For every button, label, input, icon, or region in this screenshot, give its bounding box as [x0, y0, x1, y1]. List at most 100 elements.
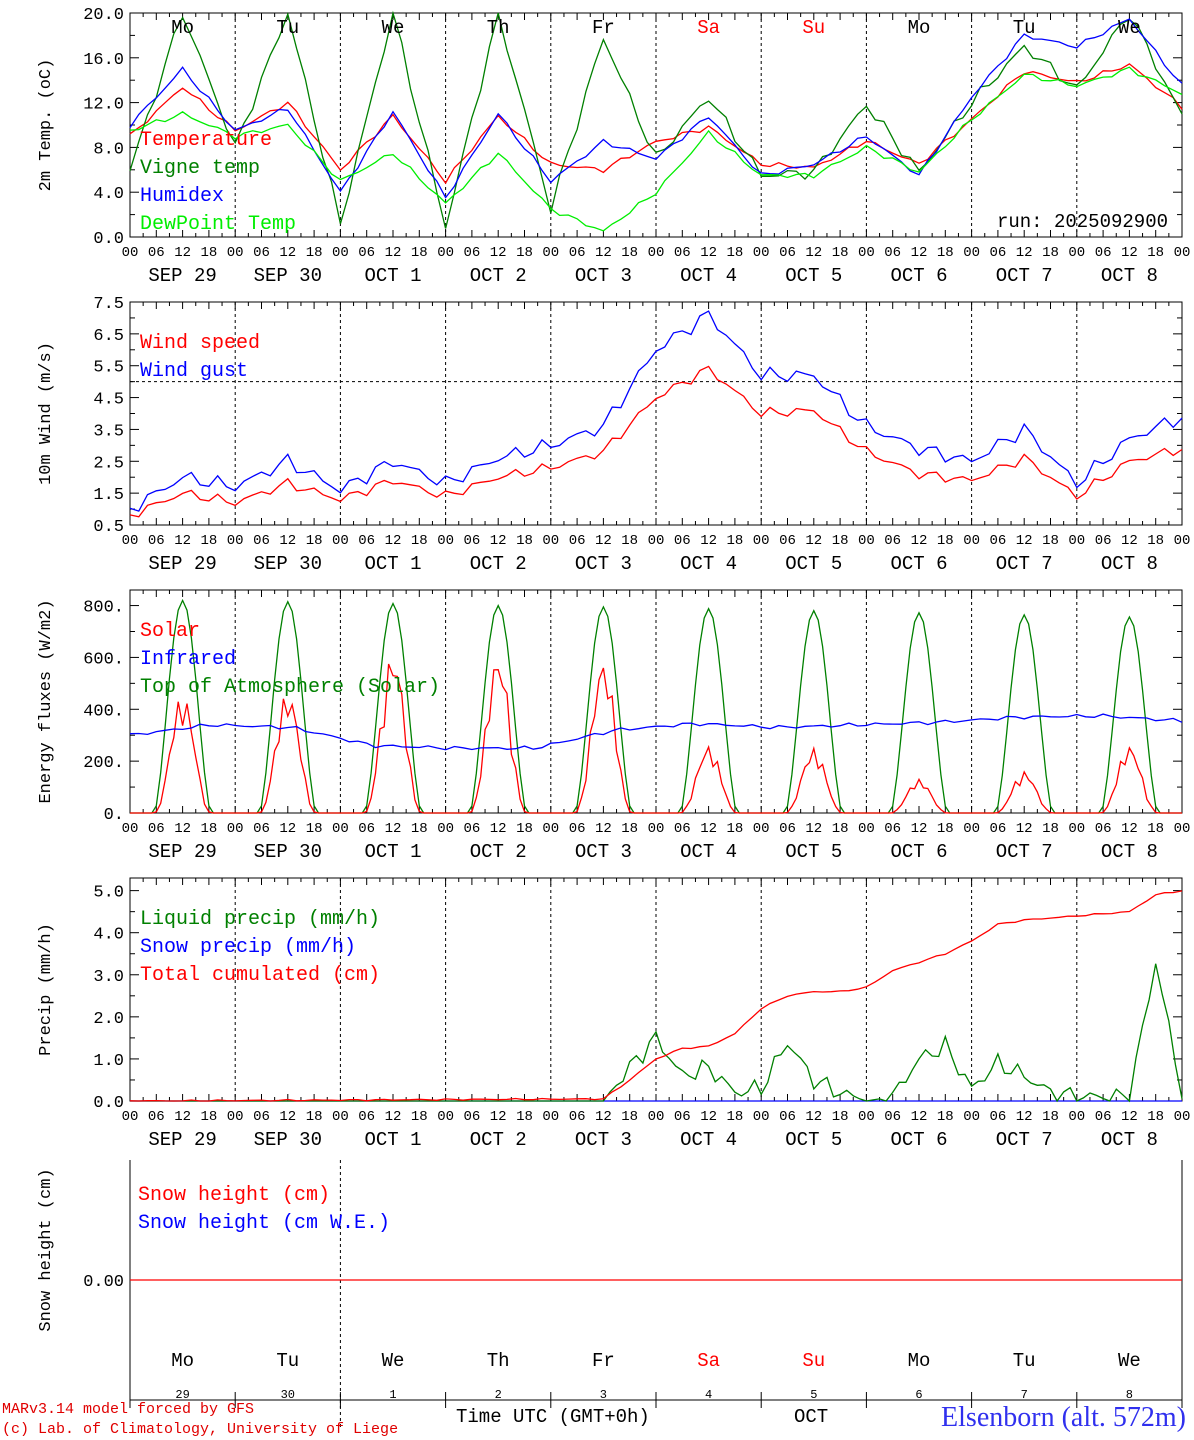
x-hour-label: 06	[779, 821, 796, 837]
bottom-day-label: Th	[487, 1350, 510, 1372]
x-hour-label: 06	[989, 245, 1006, 261]
date-label: OCT 8	[1101, 553, 1158, 575]
y-tick-label: 400.	[83, 702, 124, 721]
legend-vigne-temp: Vigne temp	[140, 157, 260, 180]
date-label: OCT 6	[890, 1129, 947, 1151]
x-hour-label: 12	[174, 1109, 191, 1125]
y-tick-label: 16.0	[83, 51, 124, 70]
y-tick-label: 2.0	[93, 1010, 124, 1029]
lab-credit: (c) Lab. of Climatology, University of L…	[2, 1421, 399, 1438]
date-label: SEP 29	[148, 553, 216, 575]
date-label: OCT 1	[364, 553, 421, 575]
x-hour-label: 18	[1042, 821, 1059, 837]
x-hour-label: 06	[463, 1109, 480, 1125]
bottom-day-number: 3	[600, 1388, 607, 1402]
y-tick-label: 1.0	[93, 1052, 124, 1071]
x-hour-label: 00	[542, 1109, 559, 1125]
date-label: OCT 8	[1101, 841, 1158, 863]
date-label: OCT 2	[470, 265, 527, 287]
date-label: OCT 6	[890, 553, 947, 575]
x-hour-label: 06	[1095, 533, 1112, 549]
x-hour-label: 06	[884, 533, 901, 549]
x-hour-label: 12	[911, 1109, 928, 1125]
x-hour-label: 18	[200, 821, 217, 837]
date-label: OCT 3	[575, 265, 632, 287]
x-hour-label: 18	[832, 821, 849, 837]
bottom-day-label: Sa	[697, 1350, 720, 1372]
y-tick-label: 2.5	[93, 454, 124, 473]
x-hour-label: 00	[1174, 533, 1191, 549]
series-total-cumulated	[129, 890, 1183, 1102]
x-hour-label: 06	[253, 533, 270, 549]
x-hour-label: 00	[858, 533, 875, 549]
x-hour-label: 00	[1068, 245, 1085, 261]
x-hour-label: 18	[516, 533, 533, 549]
bottom-day-number: 7	[1021, 1388, 1028, 1402]
x-hour-label: 06	[569, 1109, 586, 1125]
y-tick-label: 3.5	[93, 422, 124, 441]
energy-flux-panel: 0. 200. 400. 600. 800. Energy fluxes (W/m2) 00…	[37, 589, 1190, 863]
bottom-day-label: Tu	[276, 1350, 299, 1372]
x-hour-label: 00	[122, 821, 139, 837]
snow-height-panel: 0.00 Snow height (cm) Snow height (cm) Snow…	[37, 1160, 1183, 1430]
x-hour-label: 06	[148, 821, 165, 837]
y-tick-label: 5.0	[93, 884, 124, 903]
y-tick-label: 0.00	[83, 1273, 124, 1292]
series-solar	[130, 663, 1182, 814]
x-hour-label: 18	[1147, 245, 1164, 261]
x-hour-label: 06	[463, 821, 480, 837]
x-hour-label: 18	[621, 533, 638, 549]
y-axis-label: Precip (mm/h)	[37, 923, 56, 1056]
x-hour-label: 12	[385, 533, 402, 549]
y-tick-label: 4.0	[93, 185, 124, 204]
x-hour-label: 12	[595, 821, 612, 837]
legend-snow-height-cm-: Snow height (cm)	[138, 1184, 330, 1207]
x-hour-label: 00	[437, 533, 454, 549]
y-tick-label: 5.5	[93, 359, 124, 378]
date-label: OCT 3	[575, 1129, 632, 1151]
x-hour-label: 12	[805, 1109, 822, 1125]
x-hour-label: 00	[1174, 1109, 1191, 1125]
x-hour-label: 06	[569, 245, 586, 261]
date-label: OCT 8	[1101, 265, 1158, 287]
day-label: Fr	[592, 17, 615, 39]
y-tick-label: 200.	[83, 754, 124, 773]
x-hour-label: 12	[490, 1109, 507, 1125]
x-hour-label: 00	[227, 821, 244, 837]
x-hour-label: 06	[1095, 1109, 1112, 1125]
date-label: SEP 29	[148, 1129, 216, 1151]
bottom-day-label: Mo	[171, 1350, 194, 1372]
x-hour-label: 18	[726, 1109, 743, 1125]
y-tick-label: 20.0	[83, 6, 124, 25]
x-hour-label: 12	[174, 533, 191, 549]
bottom-day-label: Fr	[592, 1350, 615, 1372]
wind-panel: 0.5 1.5 2.5 3.5 4.5 5.5 6.5 7.5 10m Wind (m/s) 00…	[37, 295, 1190, 575]
x-hour-label: 18	[1147, 533, 1164, 549]
date-label: SEP 29	[148, 265, 216, 287]
x-hour-label: 12	[279, 533, 296, 549]
x-hour-label: 00	[963, 1109, 980, 1125]
x-hour-label: 12	[911, 533, 928, 549]
x-hour-label: 06	[674, 821, 691, 837]
y-tick-label: 8.0	[93, 140, 124, 159]
x-hour-label: 00	[648, 821, 665, 837]
day-label: Th	[487, 17, 510, 39]
x-hour-label: 12	[279, 821, 296, 837]
plot-frame	[129, 301, 1183, 526]
series-vigne-temp	[129, 10, 1183, 229]
x-hour-label: 18	[411, 245, 428, 261]
date-label: OCT 7	[996, 553, 1053, 575]
x-hour-label: 18	[726, 821, 743, 837]
x-hour-label: 00	[122, 245, 139, 261]
bottom-day-label: Su	[802, 1350, 825, 1372]
x-hour-label: 18	[832, 245, 849, 261]
x-hour-label: 18	[200, 533, 217, 549]
bottom-day-number: 8	[1126, 1388, 1133, 1402]
x-hour-label: 12	[700, 821, 717, 837]
x-hour-label: 00	[753, 821, 770, 837]
x-hour-label: 06	[569, 533, 586, 549]
x-hour-label: 12	[700, 245, 717, 261]
x-hour-label: 00	[227, 533, 244, 549]
x-hour-label: 06	[674, 245, 691, 261]
